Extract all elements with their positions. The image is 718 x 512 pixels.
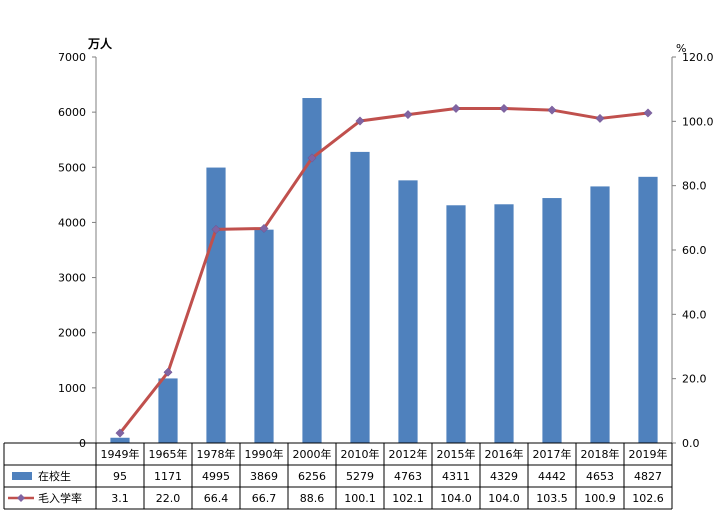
left-axis-unit: 万人 [87,36,113,51]
category-label: 2000年 [293,447,332,461]
right-tick-label: 80.0 [682,180,707,193]
left-tick-label: 7000 [58,51,86,64]
table-cell-line-value: 3.1 [111,492,129,505]
table-cell-line-value: 102.1 [392,492,424,505]
category-label: 2019年 [629,447,668,461]
category-label: 1978年 [197,447,236,461]
table-cell-line-value: 66.4 [204,492,229,505]
category-label: 2010年 [341,447,380,461]
line-marker [307,153,317,163]
line-marker [211,224,221,234]
line-marker [595,113,605,123]
right-tick-label: 20.0 [682,373,707,386]
line-series [115,103,653,438]
legend-bar-swatch [12,472,32,480]
table-cell-line-value: 104.0 [440,492,472,505]
bar [302,98,322,444]
bar [398,180,418,444]
left-tick-label: 4000 [58,216,86,229]
bar [590,186,610,443]
bar [542,198,562,443]
line-marker [355,116,365,126]
right-tick-label: 60.0 [682,244,707,257]
data-table: 1949年 1965年 1978年 1990年 2000年 2010年 2012年 2015年… [3,442,673,510]
category-label: 2015年 [437,447,476,461]
table-cell-bar-value: 4442 [538,470,566,483]
bar [446,205,466,443]
category-label: 2012年 [389,447,428,461]
right-tick-label: 0.0 [682,437,700,450]
table-cell-line-value: 100.1 [344,492,376,505]
category-label: 2016年 [485,447,524,461]
left-tick-label: 6000 [58,106,86,119]
bar [254,229,274,443]
right-tick-label: 120.0 [682,51,714,64]
line-marker [163,367,173,377]
table-cell-bar-value: 4311 [442,470,470,483]
category-label: 2017年 [533,447,572,461]
line-marker [451,103,461,114]
table-cell-bar-value: 3869 [250,470,278,483]
legend-line-label: 毛入学率 [38,491,82,505]
left-tick-label: 2000 [58,327,86,340]
table-cell-line-value: 104.0 [488,492,520,505]
line-marker [547,105,557,115]
table-cell-line-value: 102.6 [632,492,664,505]
category-label: 1949年 [101,447,140,461]
right-tick-label: 40.0 [682,308,707,321]
line-marker [403,110,413,120]
left-tick-label: 1000 [58,382,86,395]
bar [110,437,130,443]
table-cell-line-value: 88.6 [300,492,325,505]
bar [206,167,226,443]
bar [350,151,370,443]
right-tick-label: 100.0 [682,115,714,128]
table-cell-line-value: 100.9 [584,492,616,505]
line-marker [259,223,269,234]
line-marker [115,428,125,438]
legend-line-marker [17,494,25,502]
category-label: 1965年 [149,447,188,461]
table-cell-bar-value: 5279 [346,470,374,483]
table-cell-bar-value: 4329 [490,470,518,483]
legend-bar-label: 在校生 [38,469,71,483]
table-cell-bar-value: 95 [113,470,127,483]
left-tick-label: 3000 [58,272,86,285]
line-marker [499,103,509,114]
table-cell-bar-value: 6256 [298,470,326,483]
table-cell-bar-value: 4995 [202,470,230,483]
table-cell-line-value: 103.5 [536,492,568,505]
right-axis-unit: % [676,42,686,55]
table-cell-bar-value: 1171 [154,470,182,483]
category-label: 1990年 [245,447,284,461]
bar-series [110,98,658,444]
table-cell-bar-value: 4763 [394,470,422,483]
line-marker [643,108,653,118]
line-path [118,106,649,434]
bar [494,204,514,443]
table-cell-line-value: 66.7 [252,492,277,505]
category-label: 2018年 [581,447,620,461]
table-cell-line-value: 22.0 [156,492,181,505]
bar [638,176,658,443]
bar [158,378,178,443]
axes: 010002000300040005000600070000.020.040.0… [58,51,714,450]
table-cell-bar-value: 4827 [634,470,662,483]
left-tick-label: 5000 [58,161,86,174]
table-cell-bar-value: 4653 [586,470,614,483]
